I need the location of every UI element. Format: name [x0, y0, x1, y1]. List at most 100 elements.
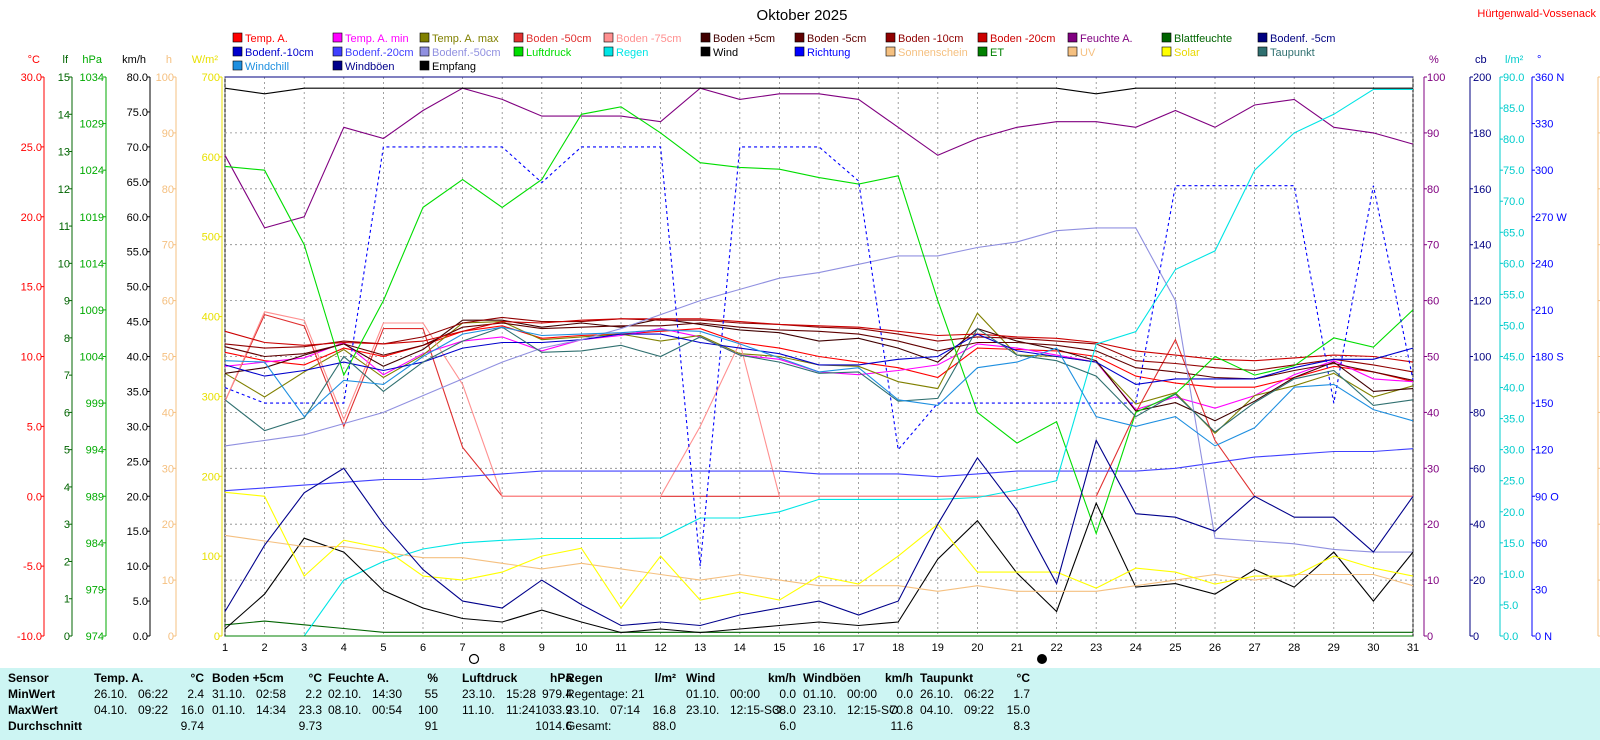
stats-date: 26.10. — [920, 687, 954, 701]
x-tick-label: 4 — [341, 642, 347, 654]
legend-swatch — [977, 46, 988, 57]
stats-time: 00:00 — [847, 687, 878, 701]
axis-unit-label: km/h — [122, 54, 146, 66]
axis-tick-label: 5.0 — [27, 421, 42, 433]
stats-value: 8.3 — [1013, 719, 1030, 733]
axis-tick-label: 12 — [58, 184, 70, 196]
chart-title: Oktober 2025 — [757, 7, 848, 24]
x-tick-label: 26 — [1209, 642, 1221, 654]
legend-label: Boden +5cm — [713, 33, 775, 45]
axis-tick-label: 0 — [1427, 631, 1433, 643]
stats-group-name: Regen — [566, 671, 603, 685]
x-tick-label: 19 — [932, 642, 944, 654]
axis-tick-label: 100 — [202, 551, 220, 563]
x-tick-label: 8 — [499, 642, 505, 654]
stats-time: 15:28 — [506, 687, 537, 701]
stats-group-name: Wind — [686, 671, 716, 685]
axis-tick-label: 40 — [1473, 519, 1485, 531]
axis-tick-label: -10.0 — [17, 631, 42, 643]
legend-label: Boden -20cm — [990, 33, 1055, 45]
axis-tick-label: 0 N — [1535, 631, 1552, 643]
x-tick-label: 29 — [1328, 642, 1340, 654]
stats-date: 31.10. — [212, 687, 246, 701]
stats-group-unit: km/h — [884, 671, 913, 685]
axis-tick-label: 80.0 — [127, 72, 148, 84]
axis-tick-label: 8 — [64, 333, 70, 345]
series-line-solar — [224, 491, 1414, 609]
stats-time: 12:15-SO — [730, 703, 782, 717]
legend-label: Temp. A. min — [345, 33, 409, 45]
series-line-uv — [224, 534, 1414, 592]
axis-tick-label: 25.0 — [21, 142, 42, 154]
legend-swatch — [885, 46, 896, 57]
axis-tick-label: 35.0 — [1503, 414, 1524, 426]
axis-tick-label: 240 — [1535, 258, 1553, 270]
series-line-luftdruck — [224, 106, 1414, 536]
stats-time: 00:54 — [372, 703, 403, 717]
chart-axes: °C30.025.020.015.010.05.00.0-5.0-10.0lf1… — [17, 54, 1600, 643]
axis-tick-label: 5.0 — [133, 596, 148, 608]
stats-value: 100 — [417, 703, 438, 717]
axis-tick-label: 979 — [86, 584, 104, 596]
stats-time: 14:30 — [372, 687, 403, 701]
axis-tick-label: 984 — [86, 538, 104, 550]
legend-label: Empfang — [432, 61, 476, 73]
stats-value: 23.3 — [298, 703, 322, 717]
legend-label: Boden -50cm — [526, 33, 591, 45]
stats-group-unit: l/m² — [654, 671, 676, 685]
legend-label: Temp. A. max — [432, 33, 499, 45]
x-tick-label: 31 — [1407, 642, 1419, 654]
legend-swatch — [232, 46, 243, 57]
axis-tick-label: 20.0 — [21, 212, 42, 224]
axis-tick-label: 600 — [202, 152, 220, 164]
stats-date: 23.10. — [462, 687, 496, 701]
legend-label: UV — [1080, 47, 1096, 59]
axis-tick-label: 80 — [1473, 407, 1485, 419]
legend-label: Blattfeuchte — [1174, 33, 1232, 45]
stats-date: Gesamt: — [566, 719, 612, 733]
axis-unit-label: W/m² — [192, 54, 219, 66]
axis-tick-label: 25.0 — [1503, 476, 1524, 488]
axis-tick-label: 20 — [1473, 575, 1485, 587]
axis-tick-label: 30 — [1427, 463, 1439, 475]
legend-swatch — [603, 46, 614, 57]
stats-date: 23.10. — [803, 703, 837, 717]
legend-label: Windchill — [245, 61, 289, 73]
axis-tick-label: 200 — [1473, 72, 1491, 84]
x-tick-label: 10 — [575, 642, 587, 654]
stats-group-name: Taupunkt — [920, 671, 974, 685]
stats-date: Regentage: 21 — [566, 687, 645, 701]
legend-swatch — [794, 32, 805, 43]
x-tick-label: 3 — [301, 642, 307, 654]
stats-value: 55 — [424, 687, 438, 701]
axis-tick-label: 20.0 — [127, 491, 148, 503]
chart-legend: Temp. A. Temp. A. min Temp. A. max Boden -5… — [232, 32, 1335, 73]
stats-date: 11.10. — [462, 703, 495, 717]
legend-label: Luftdruck — [526, 47, 572, 59]
series-line-boden-10cm — [224, 316, 1414, 373]
axis-tick-label: 200 — [202, 471, 220, 483]
axis-tick-label: 60.0 — [1503, 258, 1524, 270]
axis-tick-label: 80.0 — [1503, 134, 1524, 146]
axis-tick-label: 45.0 — [1503, 352, 1524, 364]
series-line-regen — [225, 88, 1413, 637]
axis-tick-label: 60.0 — [127, 212, 148, 224]
stats-date: 26.10. — [94, 687, 128, 701]
axis-tick-label: 400 — [202, 312, 220, 324]
axis-tick-label: 40 — [162, 407, 174, 419]
axis-tick-label: 20.0 — [1503, 507, 1524, 519]
axis-tick-label: 300 — [202, 391, 220, 403]
x-tick-label: 6 — [420, 642, 426, 654]
stats-date: 01.10. — [686, 687, 720, 701]
axis-tick-label: 70 — [162, 240, 174, 252]
stats-date: 23.10. — [686, 703, 720, 717]
stats-value: 2.2 — [305, 687, 322, 701]
axis-tick-label: 25.0 — [127, 456, 148, 468]
stats-group-name: Feuchte A. — [328, 671, 389, 685]
stats-time: 06:22 — [138, 687, 169, 701]
legend-swatch — [232, 60, 243, 71]
stats-time: 09:22 — [964, 703, 995, 717]
legend-swatch — [332, 60, 343, 71]
moon-phase-icon-new — [468, 653, 480, 665]
axis-tick-label: 40 — [1427, 407, 1439, 419]
